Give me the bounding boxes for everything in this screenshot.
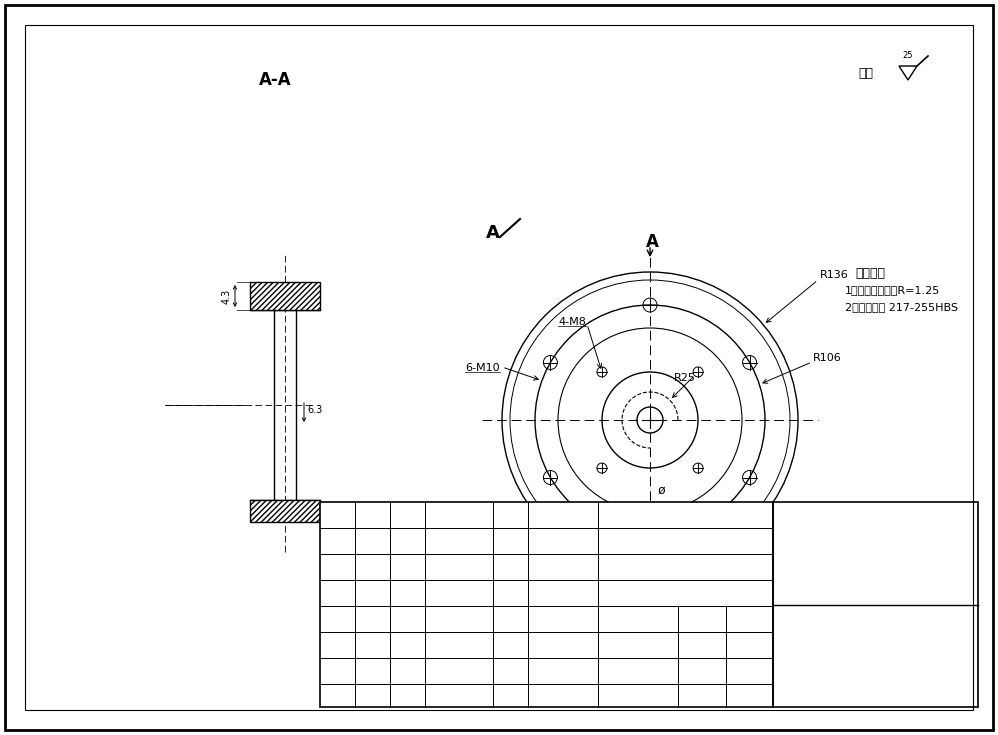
Text: A: A: [486, 224, 500, 242]
Text: 6.3: 6.3: [307, 405, 322, 415]
Bar: [274, 310, 296, 500]
Text: 处数: 处数: [366, 588, 378, 598]
Text: 阶段标记: 阶段标记: [627, 614, 650, 624]
Text: 4.3: 4.3: [222, 288, 232, 304]
Text: 标记: 标记: [331, 588, 343, 598]
Text: 设 计: 设 计: [330, 614, 345, 624]
Text: A-A: A-A: [258, 71, 291, 89]
Text: 其它: 其它: [858, 66, 873, 79]
Text: 分区: 分区: [401, 588, 413, 598]
Text: 4-M8: 4-M8: [558, 317, 586, 327]
Text: A: A: [646, 233, 659, 251]
Text: A: A: [646, 589, 659, 607]
Text: 重量: 重量: [697, 614, 708, 624]
Text: 工 艺: 工 艺: [330, 692, 345, 701]
Text: R25: R25: [674, 373, 696, 383]
Text: 签字: 签字: [505, 588, 516, 598]
Text: R136: R136: [820, 270, 848, 280]
Text: 6-M10: 6-M10: [465, 363, 500, 373]
Text: 审 核: 审 核: [330, 666, 345, 676]
Text: XXX大学: XXX大学: [830, 539, 920, 567]
Text: 比例: 比例: [744, 614, 755, 624]
Text: 年.月.日: 年.月.日: [551, 588, 575, 598]
Text: 2、调质处理 217-255HBS: 2、调质处理 217-255HBS: [845, 302, 958, 312]
Text: 1、未注明倒角为R=1.25: 1、未注明倒角为R=1.25: [845, 285, 940, 295]
Bar: [320, 502, 978, 707]
Text: 技术要求: 技术要求: [855, 267, 885, 279]
Bar: [250, 282, 320, 310]
Text: 共  张 第  张: 共 张 第 张: [599, 692, 638, 701]
Text: ø: ø: [658, 484, 666, 497]
Text: R106: R106: [813, 353, 841, 363]
Text: 法兰盘: 法兰盘: [848, 641, 903, 670]
Text: 标准化: 标准化: [450, 614, 468, 624]
Text: 批准: 批准: [453, 692, 465, 701]
Text: 1:1: 1:1: [738, 637, 761, 653]
Text: 25: 25: [903, 51, 913, 60]
Text: 更改文件号: 更改文件号: [444, 588, 474, 598]
Bar: [250, 500, 320, 522]
